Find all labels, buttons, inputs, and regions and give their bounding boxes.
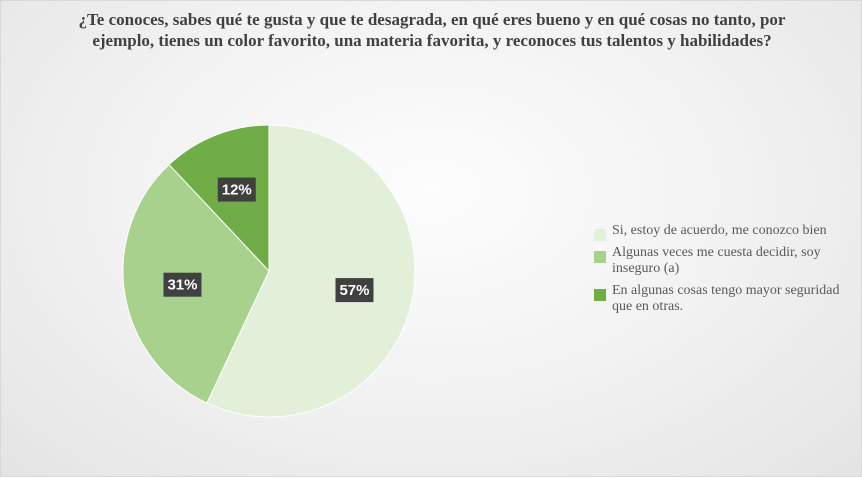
- legend-label-insecure: Algunas veces me cuesta decidir, soy ins…: [612, 245, 821, 276]
- legend-label-partial: En algunas cosas tengo mayor seguridad q…: [612, 283, 840, 314]
- data-label-box-insecure: [163, 272, 202, 297]
- legend-swatch-insecure: [594, 251, 606, 263]
- data-label-box-agree: [335, 278, 374, 303]
- legend-swatch-agree: [594, 229, 606, 241]
- legend-item-partial: En algunas cosas tengo mayor seguridad q…: [594, 283, 862, 315]
- legend-label-agree: Si, estoy de acuerdo, me conozco bien: [612, 223, 827, 238]
- pie-slice-agree: [206, 124, 416, 418]
- data-label-text-partial: 12%: [222, 182, 252, 199]
- data-label-text-insecure: 31%: [167, 277, 197, 294]
- legend-swatch-partial: [594, 289, 606, 301]
- legend: Si, estoy de acuerdo, me conozco bien Al…: [594, 223, 862, 321]
- data-label-text-agree: 57%: [339, 282, 369, 299]
- legend-item-insecure: Algunas veces me cuesta decidir, soy ins…: [594, 245, 862, 277]
- legend-item-agree: Si, estoy de acuerdo, me conozco bien: [594, 223, 862, 241]
- chart-title: ¿Te conoces, sabes qué te gusta y que te…: [78, 10, 786, 50]
- data-label-insecure: 31%: [163, 272, 202, 297]
- data-label-partial: 12%: [217, 177, 256, 202]
- data-label-box-partial: [217, 177, 256, 202]
- data-label-agree: 57%: [335, 278, 374, 303]
